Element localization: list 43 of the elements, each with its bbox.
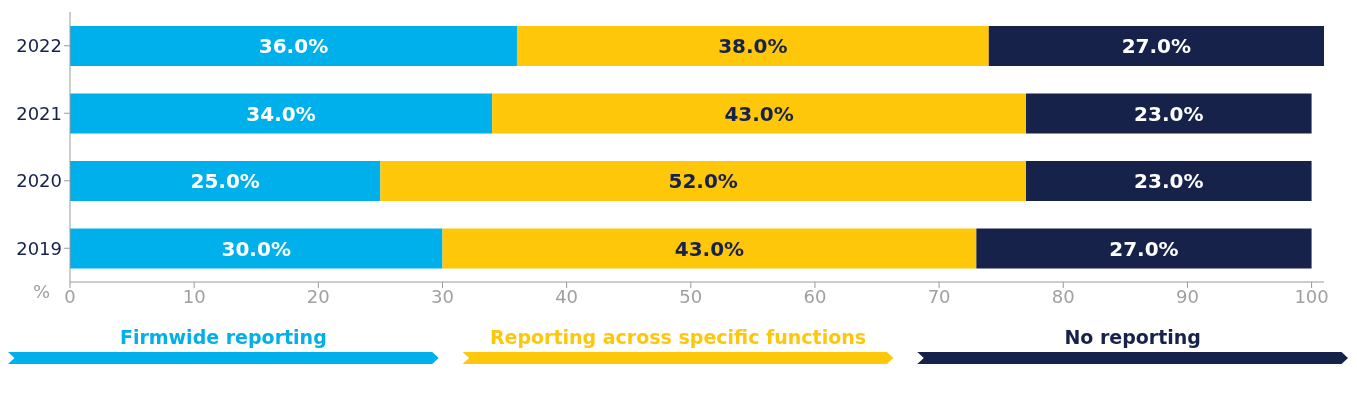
data-label: 43.0% xyxy=(724,101,794,126)
data-label: 38.0% xyxy=(718,34,788,58)
x-tick-label: 10 xyxy=(182,285,206,307)
bar xyxy=(380,161,1027,201)
bar xyxy=(492,93,1027,134)
x-tick-label: 70 xyxy=(927,285,951,307)
data-label: 30.0% xyxy=(221,236,291,261)
data-label: 23.0% xyxy=(1134,101,1204,126)
data-label: 27.0% xyxy=(1109,236,1179,261)
bar xyxy=(70,228,443,269)
x-tick-label: 0 xyxy=(64,285,76,307)
x-tick-label: 20 xyxy=(306,285,330,307)
x-tick-label: 40 xyxy=(555,285,579,307)
y-tick-label: 2020 xyxy=(16,170,62,192)
x-tick-label: 60 xyxy=(803,285,827,307)
bar xyxy=(516,26,989,66)
text: No reporting xyxy=(1064,326,1201,348)
x-axis-title: % xyxy=(32,281,50,303)
x-tick-label: 80 xyxy=(1051,285,1075,307)
y-tick-label: 2021 xyxy=(16,102,62,124)
data-label: 52.0% xyxy=(668,169,738,193)
bar xyxy=(70,26,517,66)
text: Firmwide reporting xyxy=(119,326,327,348)
x-tick-label: 100 xyxy=(1294,285,1329,307)
data-label: 43.0% xyxy=(674,236,745,261)
bar xyxy=(976,228,1312,269)
bar xyxy=(70,93,493,134)
bar xyxy=(988,26,1324,66)
y-tick-label: 2022 xyxy=(16,35,62,57)
data-label: 34.0% xyxy=(246,101,316,126)
bar xyxy=(442,228,977,269)
text: Reporting across specific functions xyxy=(489,326,867,348)
bar xyxy=(1026,161,1312,201)
x-tick-label: 30 xyxy=(431,285,454,307)
y-tick-label: 2019 xyxy=(16,237,62,259)
bar xyxy=(1026,93,1312,134)
bar xyxy=(70,161,381,201)
x-tick-label: 50 xyxy=(679,285,703,307)
data-label: 36.0% xyxy=(258,34,329,58)
data-label: 23.0% xyxy=(1134,169,1204,193)
x-tick-label: 90 xyxy=(1175,285,1199,307)
data-label: 25.0% xyxy=(190,169,260,193)
data-label: 27.0% xyxy=(1121,34,1192,58)
